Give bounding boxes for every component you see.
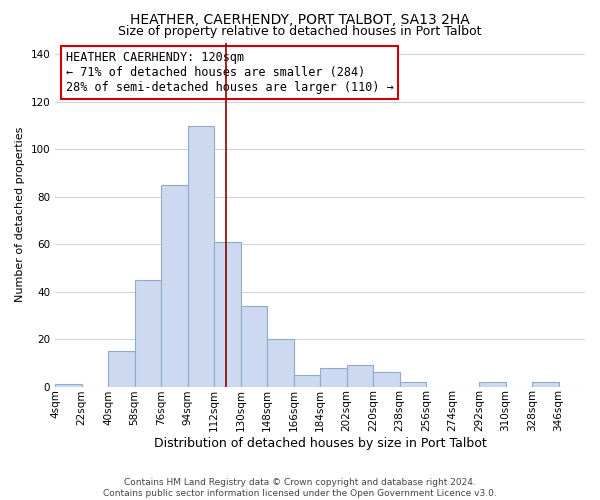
Bar bbox=[479, 382, 506, 386]
Text: Contains HM Land Registry data © Crown copyright and database right 2024.
Contai: Contains HM Land Registry data © Crown c… bbox=[103, 478, 497, 498]
Bar bbox=[293, 374, 320, 386]
Bar bbox=[267, 339, 293, 386]
Bar bbox=[347, 365, 373, 386]
Bar bbox=[241, 306, 267, 386]
Text: HEATHER CAERHENDY: 120sqm
← 71% of detached houses are smaller (284)
28% of semi: HEATHER CAERHENDY: 120sqm ← 71% of detac… bbox=[66, 51, 394, 94]
Bar bbox=[214, 242, 241, 386]
Bar bbox=[108, 351, 134, 386]
Bar bbox=[320, 368, 347, 386]
Text: HEATHER, CAERHENDY, PORT TALBOT, SA13 2HA: HEATHER, CAERHENDY, PORT TALBOT, SA13 2H… bbox=[130, 12, 470, 26]
Bar bbox=[400, 382, 426, 386]
Bar bbox=[134, 280, 161, 386]
Y-axis label: Number of detached properties: Number of detached properties bbox=[15, 127, 25, 302]
X-axis label: Distribution of detached houses by size in Port Talbot: Distribution of detached houses by size … bbox=[154, 437, 487, 450]
Bar bbox=[373, 372, 400, 386]
Bar bbox=[188, 126, 214, 386]
Bar bbox=[161, 185, 188, 386]
Bar bbox=[532, 382, 559, 386]
Text: Size of property relative to detached houses in Port Talbot: Size of property relative to detached ho… bbox=[118, 25, 482, 38]
Bar bbox=[55, 384, 82, 386]
